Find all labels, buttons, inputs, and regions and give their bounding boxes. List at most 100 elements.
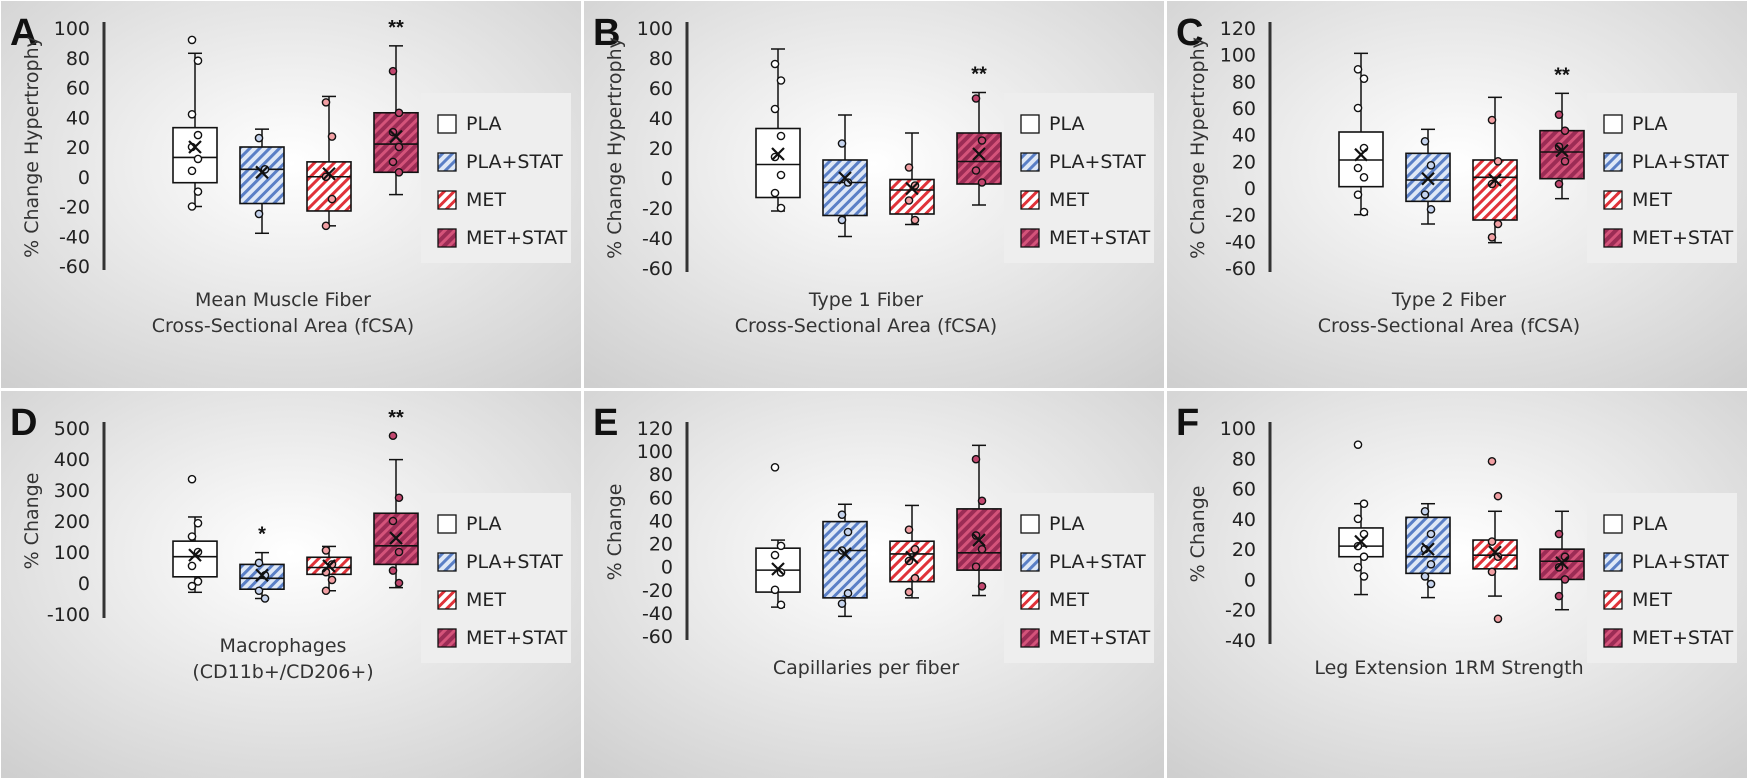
mean-marker bbox=[1555, 555, 1569, 570]
data-point bbox=[1426, 161, 1436, 170]
data-point bbox=[254, 558, 264, 568]
legend: PLA PLA+STAT MET MET+STAT bbox=[1004, 493, 1154, 663]
y-tick-label: 300 bbox=[54, 480, 90, 502]
data-point bbox=[1560, 157, 1570, 166]
data-point bbox=[1487, 457, 1497, 466]
legend-label-pla-stat: PLA+STAT bbox=[1049, 151, 1146, 173]
data-point bbox=[770, 104, 780, 114]
y-tick-label: 500 bbox=[54, 418, 90, 440]
data-point bbox=[1420, 137, 1430, 146]
legend-label-met: MET bbox=[1632, 189, 1672, 211]
data-point bbox=[971, 531, 981, 540]
data-point bbox=[770, 462, 780, 472]
data-point bbox=[1487, 233, 1497, 242]
data-point bbox=[971, 94, 981, 103]
data-point bbox=[1353, 514, 1363, 524]
box-met-stat bbox=[956, 444, 1002, 597]
y-tick-label: -60 bbox=[59, 256, 90, 278]
data-point bbox=[971, 562, 981, 571]
box-iqr bbox=[306, 161, 352, 212]
data-point bbox=[388, 431, 398, 441]
data-point bbox=[1554, 591, 1564, 601]
data-point bbox=[770, 59, 780, 69]
data-point bbox=[776, 131, 786, 141]
data-point bbox=[776, 600, 786, 610]
data-point bbox=[1426, 529, 1436, 539]
x-axis-label: Type 1 Fiber bbox=[808, 289, 923, 311]
box-pla bbox=[755, 48, 801, 213]
data-point bbox=[260, 594, 270, 603]
data-point bbox=[187, 581, 197, 591]
significance-marker: ** bbox=[971, 64, 987, 86]
data-point bbox=[904, 196, 914, 205]
y-tick-label: -20 bbox=[59, 197, 90, 219]
data-point bbox=[837, 139, 847, 148]
y-tick-label: 40 bbox=[649, 510, 673, 532]
data-point bbox=[193, 577, 203, 586]
legend-label-met-stat: MET+STAT bbox=[466, 627, 568, 649]
data-point bbox=[1560, 575, 1570, 584]
legend-swatch-met bbox=[1020, 590, 1040, 610]
legend-label-met-stat: MET+STAT bbox=[1049, 627, 1151, 649]
y-tick-label: 80 bbox=[649, 464, 673, 486]
data-point bbox=[1359, 499, 1369, 509]
data-point bbox=[1353, 440, 1363, 449]
x-axis-label: Macrophages bbox=[220, 635, 347, 657]
legend-swatch-met-stat bbox=[1603, 628, 1623, 648]
y-axis-label: % Change bbox=[21, 473, 43, 570]
legend-label-pla: PLA bbox=[1049, 113, 1084, 135]
data-point bbox=[770, 550, 780, 560]
mean-marker bbox=[905, 550, 919, 565]
data-point bbox=[776, 541, 786, 551]
y-tick-label: 60 bbox=[649, 487, 673, 509]
data-point bbox=[904, 163, 914, 172]
y-tick-label: -60 bbox=[642, 626, 673, 648]
data-point bbox=[776, 170, 786, 180]
box-met bbox=[1472, 457, 1518, 624]
box-met bbox=[889, 504, 935, 599]
box-pla-stat bbox=[822, 114, 868, 238]
data-point bbox=[187, 202, 197, 211]
legend-label-met-stat: MET+STAT bbox=[466, 227, 568, 249]
data-point bbox=[394, 578, 404, 588]
panel-f: F 100 80 60 40 20 0 -20 -40 % Change Leg Extension… bbox=[1167, 391, 1747, 778]
y-tick-label: -20 bbox=[1225, 205, 1256, 227]
legend-swatch-met-stat bbox=[1020, 628, 1040, 648]
panel-b: B 100 80 60 40 20 0 -20 -40 -60 % Change Hypertrop… bbox=[584, 1, 1164, 388]
mean-marker bbox=[389, 129, 403, 144]
y-tick-label: 20 bbox=[649, 534, 673, 556]
mean-marker bbox=[1354, 147, 1368, 162]
data-point bbox=[327, 194, 337, 204]
legend: PLA PLA+STAT MET MET+STAT bbox=[1587, 493, 1737, 663]
legend-label-pla-stat: PLA+STAT bbox=[1632, 551, 1729, 573]
box-met-stat: ** bbox=[373, 407, 419, 589]
legend-label-pla-stat: PLA+STAT bbox=[1632, 151, 1729, 173]
y-tick-label: 40 bbox=[1232, 125, 1256, 147]
y-axis-label: % Change bbox=[604, 484, 626, 581]
data-point bbox=[1493, 219, 1503, 229]
data-point bbox=[776, 76, 786, 85]
x-axis-label: Type 2 Fiber bbox=[1391, 289, 1506, 311]
box-pla bbox=[172, 35, 218, 211]
mean-marker bbox=[1421, 171, 1435, 186]
box-iqr bbox=[239, 146, 285, 205]
panel-letter: C bbox=[1176, 12, 1203, 54]
y-tick-label: 0 bbox=[661, 168, 673, 190]
mean-marker bbox=[188, 548, 202, 562]
data-point bbox=[770, 585, 780, 595]
data-point bbox=[193, 518, 203, 528]
x-axis-label: Cross-Sectional Area (fCSA) bbox=[152, 315, 414, 337]
legend-label-pla: PLA bbox=[466, 113, 501, 135]
legend-swatch-pla-stat bbox=[1603, 152, 1623, 172]
legend-swatch-pla bbox=[437, 514, 457, 534]
legend-swatch-met bbox=[1603, 590, 1623, 610]
y-tick-label: 60 bbox=[66, 78, 90, 100]
data-point bbox=[1420, 572, 1430, 581]
box-iqr bbox=[822, 159, 868, 217]
data-point bbox=[1554, 529, 1564, 539]
data-point bbox=[776, 203, 786, 213]
legend-swatch-met-stat bbox=[1603, 228, 1623, 248]
x-axis-label: Cross-Sectional Area (fCSA) bbox=[735, 315, 997, 337]
box-pla-stat bbox=[822, 503, 868, 618]
